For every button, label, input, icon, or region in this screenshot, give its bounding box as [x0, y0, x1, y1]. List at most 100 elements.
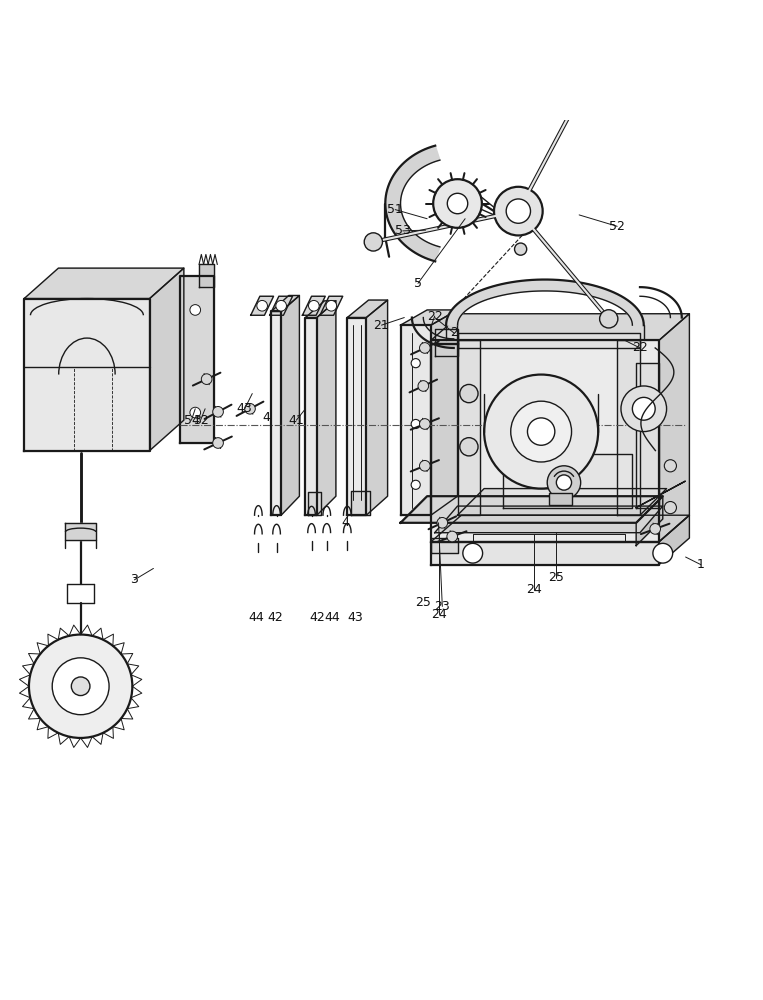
Polygon shape [402, 162, 416, 174]
Circle shape [201, 374, 212, 384]
Circle shape [411, 480, 420, 489]
Polygon shape [305, 318, 317, 515]
Circle shape [213, 438, 224, 448]
Text: 43: 43 [237, 402, 253, 415]
Polygon shape [422, 149, 432, 164]
Polygon shape [659, 515, 690, 565]
Polygon shape [394, 225, 408, 235]
Circle shape [577, 74, 595, 93]
Polygon shape [458, 489, 667, 515]
Polygon shape [503, 454, 633, 508]
Polygon shape [410, 238, 422, 251]
Polygon shape [385, 199, 401, 202]
Polygon shape [270, 296, 292, 315]
Circle shape [600, 310, 618, 328]
Circle shape [364, 233, 382, 251]
Polygon shape [446, 280, 644, 325]
Polygon shape [387, 214, 403, 220]
Polygon shape [402, 233, 416, 245]
Text: 24: 24 [526, 583, 542, 596]
Circle shape [420, 343, 430, 353]
Text: 4: 4 [262, 411, 270, 424]
Polygon shape [392, 223, 407, 232]
Polygon shape [419, 151, 430, 165]
Circle shape [556, 475, 571, 490]
Text: 22: 22 [632, 341, 648, 354]
Text: 44: 44 [248, 611, 264, 624]
Polygon shape [395, 227, 410, 237]
Circle shape [653, 543, 673, 563]
Text: 23: 23 [434, 600, 450, 613]
Circle shape [460, 384, 478, 403]
Polygon shape [400, 165, 414, 176]
Text: 52: 52 [609, 220, 625, 233]
Text: 25: 25 [415, 596, 431, 609]
Polygon shape [389, 218, 404, 226]
Text: 53: 53 [394, 224, 410, 237]
Circle shape [494, 187, 542, 235]
Polygon shape [425, 244, 434, 259]
Text: 32: 32 [193, 414, 208, 427]
Circle shape [420, 460, 430, 471]
Polygon shape [66, 523, 96, 540]
Circle shape [650, 524, 661, 534]
Polygon shape [636, 496, 663, 546]
Circle shape [447, 531, 458, 542]
Circle shape [308, 300, 319, 311]
Polygon shape [180, 276, 214, 443]
Text: 42: 42 [267, 611, 283, 624]
Polygon shape [419, 242, 430, 256]
Text: 25: 25 [549, 571, 565, 584]
Polygon shape [415, 241, 427, 255]
Polygon shape [150, 268, 184, 451]
Text: 42: 42 [309, 611, 325, 624]
Polygon shape [431, 340, 659, 542]
Polygon shape [388, 216, 404, 223]
Circle shape [52, 658, 109, 715]
Polygon shape [389, 181, 404, 189]
Polygon shape [387, 190, 402, 195]
Polygon shape [391, 178, 406, 186]
Circle shape [418, 381, 429, 391]
Polygon shape [431, 515, 690, 542]
Polygon shape [281, 296, 299, 515]
Polygon shape [431, 538, 458, 553]
Polygon shape [636, 363, 659, 508]
Text: 41: 41 [288, 414, 304, 427]
Polygon shape [458, 340, 481, 515]
Text: 21: 21 [374, 319, 389, 332]
Polygon shape [401, 496, 663, 523]
Circle shape [437, 517, 448, 528]
Polygon shape [407, 236, 420, 249]
Polygon shape [435, 343, 458, 356]
Polygon shape [302, 296, 325, 315]
Circle shape [190, 305, 201, 315]
Polygon shape [394, 172, 408, 182]
Circle shape [326, 300, 336, 311]
Circle shape [485, 375, 598, 489]
Circle shape [621, 386, 667, 432]
Polygon shape [617, 340, 640, 515]
Polygon shape [404, 234, 417, 247]
Circle shape [527, 418, 555, 445]
Circle shape [190, 407, 201, 418]
Polygon shape [386, 193, 401, 198]
Text: 2: 2 [449, 326, 458, 339]
Polygon shape [272, 296, 299, 311]
Polygon shape [401, 310, 458, 325]
Polygon shape [388, 184, 404, 191]
Polygon shape [458, 333, 640, 348]
Polygon shape [435, 506, 663, 533]
Polygon shape [199, 264, 214, 287]
Text: 54: 54 [184, 414, 199, 427]
Circle shape [411, 419, 420, 429]
Polygon shape [481, 340, 617, 515]
Polygon shape [385, 205, 401, 208]
Circle shape [213, 406, 224, 417]
Polygon shape [432, 246, 440, 261]
Circle shape [463, 543, 483, 563]
Polygon shape [385, 207, 401, 211]
Polygon shape [407, 158, 420, 171]
Polygon shape [385, 202, 401, 205]
Text: 1: 1 [697, 558, 705, 571]
